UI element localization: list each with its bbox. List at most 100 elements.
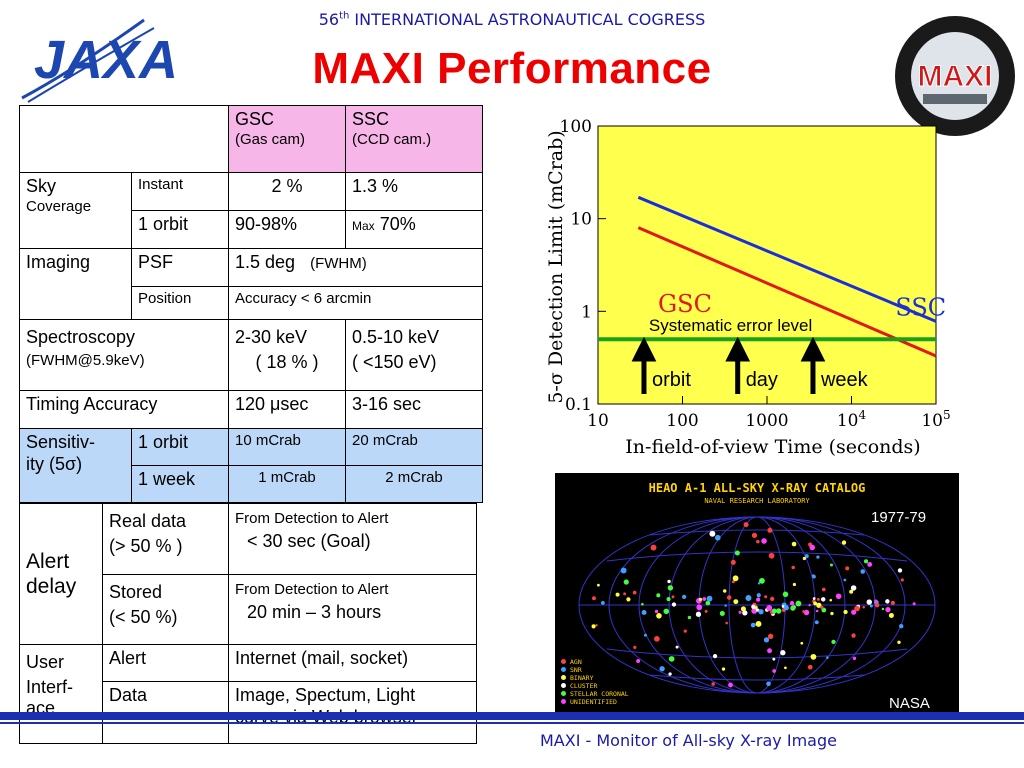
sens-orbit-label: 1 orbit: [131, 428, 229, 466]
sky-source-dot: [751, 532, 758, 539]
legend-dot: [561, 667, 566, 672]
sky-source-dot: [770, 596, 775, 601]
table-row: Imaging PSF 1.5 deg (FWHM): [19, 248, 483, 320]
sky-source-dot: [816, 555, 820, 559]
x-tick-label: 1000: [745, 411, 788, 431]
footer-stripe: [0, 712, 1024, 720]
sky-source-dot: [755, 620, 762, 627]
sky-source-dot: [830, 611, 834, 616]
sky-source-dot: [831, 639, 836, 644]
y-tick-label: 100: [560, 117, 592, 137]
sens-week-ssc-value: 2 mCrab: [345, 465, 483, 503]
orbit-gsc-value: 90-98%: [228, 210, 346, 249]
detection-limit-chart: 10 100 1000 104 105 0.1 1 10 100 SSC GSCSystematic…: [545, 117, 951, 458]
sky-source-dot: [864, 559, 869, 564]
sky-source-dot: [789, 600, 795, 606]
sky-source-dot: [722, 589, 727, 593]
stored-label: Stored (< 50 %): [102, 574, 229, 645]
sky-source-dot: [663, 608, 670, 615]
sky-source-dot: [731, 580, 735, 584]
legend-item: UNIDENTIFIED: [561, 698, 629, 706]
y-axis-label: 5-σ Detection Limit (mCrab): [545, 130, 567, 403]
psf-label: PSF: [131, 248, 229, 287]
sky-source-dot: [900, 578, 904, 582]
legend-item: SNR: [561, 666, 629, 674]
orbit-ssc-value: Max 70%: [345, 210, 483, 249]
marker-label-day: day: [746, 369, 778, 391]
sky-source-dot: [643, 633, 647, 637]
sky-source-dot: [725, 621, 729, 625]
series-line-gsc: [637, 226, 937, 358]
sky-source-dot: [734, 550, 740, 556]
series-line-ssc: [637, 195, 937, 323]
sky-source-dot: [712, 654, 718, 659]
sky-source-dot: [650, 544, 657, 551]
sky-source-dot: [790, 605, 796, 611]
sky-source-dot: [633, 645, 637, 649]
sky-source-dot: [780, 650, 786, 656]
sky-source-dot: [899, 624, 904, 629]
y-tick-label: 10: [570, 210, 592, 230]
legend-label: UNIDENTIFIED: [570, 698, 617, 706]
table-row: Position Accuracy < 6 arcmin: [20, 286, 483, 320]
sky-source-dot: [803, 609, 810, 616]
sky-source-dot: [851, 633, 856, 638]
sky-source-dot: [592, 596, 596, 601]
sky-source-dot: [600, 601, 605, 605]
instant-ssc-value: 1.3 %: [345, 172, 483, 211]
sky-source-dot: [641, 602, 644, 606]
sky-source-dot: [881, 607, 885, 611]
sky-source-dot: [808, 603, 811, 607]
sky-source-dot: [897, 568, 903, 573]
sky-map-years: 1977-79: [871, 509, 927, 526]
maxi-mission-logo: MAXI: [895, 16, 1015, 136]
sky-source-dot: [666, 597, 671, 602]
sky-source-dot: [850, 585, 857, 591]
sky-source-dot: [623, 579, 629, 585]
sky-source-dot: [732, 575, 739, 582]
x-tick-label: 104: [837, 408, 867, 431]
sky-source-dot: [756, 593, 761, 598]
sky-source-dot: [623, 592, 627, 596]
sky-source-dot: [771, 608, 777, 614]
sky-source-dot: [721, 667, 726, 671]
sky-source-dot: [654, 609, 659, 614]
sky-source-dot: [791, 565, 795, 570]
sky-source-dot: [743, 522, 749, 528]
position-value: Accuracy < 6 arcmin: [228, 286, 483, 320]
legend-dot: [561, 683, 566, 688]
sky-source-dot: [767, 527, 773, 533]
sky-coverage-cell: Sky Coverage: [19, 172, 132, 249]
sky-source-dot: [852, 656, 857, 661]
sky-source-dot: [724, 604, 727, 607]
timing-label: Timing Accuracy: [19, 390, 229, 429]
sky-source-dot: [768, 552, 775, 559]
instant-gsc-value: 2 %: [228, 172, 346, 211]
table-row: User Interf- ace Alert Internet (mail, s…: [19, 644, 477, 744]
sky-source-dot: [632, 590, 637, 595]
alert-row-label: Alert: [102, 644, 229, 682]
x-tick-label: 10: [587, 411, 609, 431]
sky-source-dot: [807, 664, 813, 670]
sky-source-dot: [792, 582, 797, 587]
conference-title: 56th INTERNATIONAL ASTRONAUTICAL COGRESS: [318, 10, 706, 29]
sky-source-dot: [671, 595, 675, 599]
x-axis-label: In-field-of-view Time (seconds): [625, 436, 920, 458]
sky-source-dot: [849, 589, 854, 594]
sky-source-dot: [656, 613, 662, 619]
jaxa-logo: JAXA: [21, 18, 174, 103]
legend-item: AGN: [561, 658, 629, 666]
sky-source-dot: [767, 633, 774, 640]
sky-source-dot: [912, 602, 916, 606]
sky-source-dot: [728, 682, 733, 688]
sky-source-dot: [809, 544, 816, 551]
empty-corner-cell: [19, 105, 229, 173]
sky-source-dot: [757, 582, 761, 585]
alert-row-value: Internet (mail, socket): [228, 644, 477, 682]
sky-source-dot: [820, 597, 826, 602]
sky-source-dot: [705, 600, 711, 606]
sky-source-dot: [813, 601, 818, 606]
sky-source-dot: [595, 624, 598, 627]
position-label: Position: [131, 286, 229, 320]
sky-source-dot: [784, 666, 787, 670]
